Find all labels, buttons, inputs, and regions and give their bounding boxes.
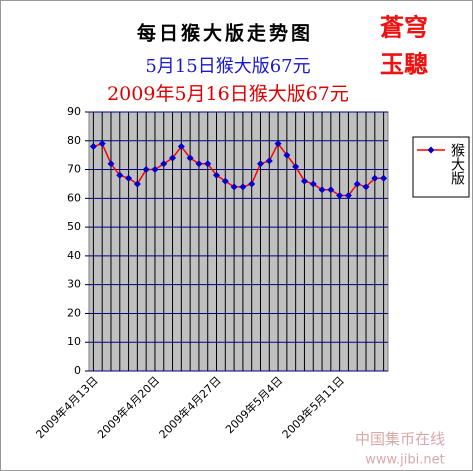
data-point — [107, 160, 115, 168]
data-point — [98, 140, 106, 148]
data-point — [327, 186, 335, 194]
y-tick-label: 20 — [67, 306, 81, 319]
data-point — [336, 191, 344, 199]
plot-area — [88, 111, 389, 372]
data-point — [169, 154, 177, 162]
watermark: 中国集币在线 — [355, 430, 445, 448]
y-tick-label: 50 — [67, 220, 81, 233]
watermark: www.jibi.net — [365, 453, 444, 468]
data-point — [177, 143, 185, 151]
data-point — [256, 160, 264, 168]
data-point — [274, 140, 282, 148]
y-tick-label: 40 — [67, 249, 81, 262]
y-tick-label: 90 — [67, 105, 81, 118]
data-point — [160, 160, 168, 168]
data-point — [133, 180, 141, 188]
data-point — [248, 180, 256, 188]
data-point — [151, 166, 159, 174]
subtitle: 2009年5月16日猴大版67元 — [107, 83, 349, 105]
y-tick-label: 60 — [67, 191, 81, 204]
data-point — [318, 186, 326, 194]
data-point — [353, 180, 361, 188]
y-tick-label: 0 — [74, 364, 81, 377]
data-point — [283, 151, 291, 159]
stamp-text: 蒼穹 — [380, 13, 428, 42]
data-line — [93, 142, 384, 197]
data-point — [195, 160, 203, 168]
data-point — [116, 171, 124, 179]
data-point — [89, 143, 97, 151]
data-point — [125, 174, 133, 182]
subtitle: 5月15日猴大版67元 — [145, 56, 310, 77]
data-point — [230, 183, 238, 191]
data-point — [186, 154, 194, 162]
data-point — [380, 174, 388, 182]
data-point — [362, 183, 370, 191]
data-point — [213, 171, 221, 179]
y-tick-label: 10 — [67, 335, 81, 348]
data-point — [344, 191, 352, 199]
data-point — [292, 163, 300, 171]
data-point — [221, 177, 229, 185]
data-point — [239, 183, 247, 191]
chart-title: 每日猴大版走势图 — [137, 22, 313, 45]
data-point — [265, 157, 273, 165]
y-tick-label: 80 — [67, 134, 81, 147]
legend-box — [412, 136, 470, 198]
legend-marker — [427, 146, 435, 154]
y-tick-label: 30 — [67, 278, 81, 291]
data-point — [142, 166, 150, 174]
y-tick-label: 70 — [67, 163, 81, 176]
data-point — [309, 180, 317, 188]
legend-label: 猴大版 — [449, 143, 465, 186]
data-point — [371, 174, 379, 182]
data-point — [300, 177, 308, 185]
data-point — [204, 160, 212, 168]
stamp-text: 玉驄 — [380, 50, 428, 79]
